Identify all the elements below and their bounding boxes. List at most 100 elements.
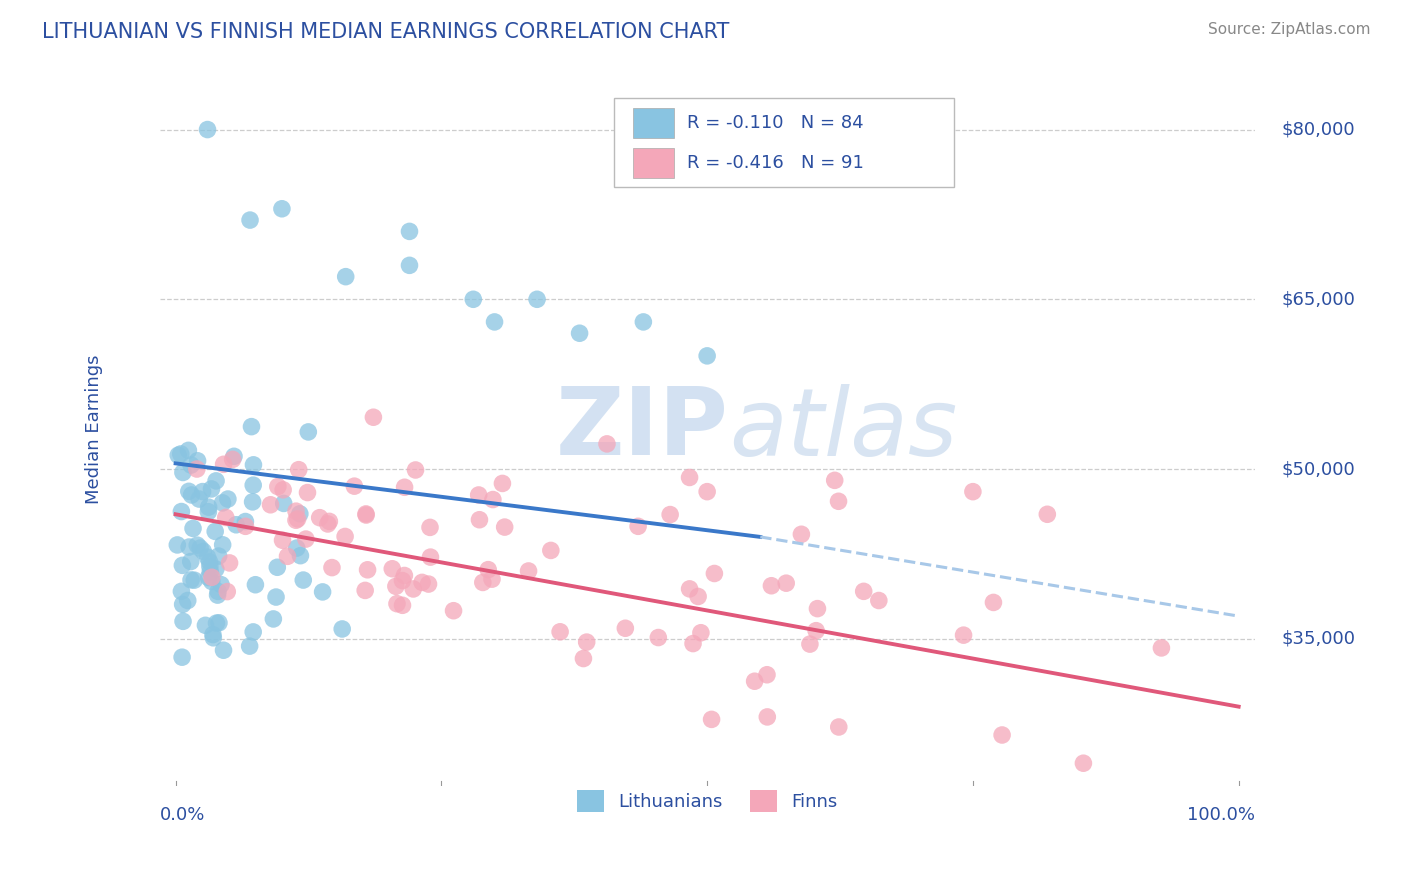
Point bbox=[477, 563, 499, 577]
Point bbox=[180, 458, 202, 472]
Point bbox=[756, 667, 779, 681]
Point bbox=[295, 532, 318, 546]
Point bbox=[267, 479, 290, 493]
Point bbox=[221, 452, 243, 467]
Point bbox=[179, 540, 201, 554]
Point bbox=[321, 560, 343, 574]
Point bbox=[242, 495, 264, 509]
Point bbox=[696, 349, 718, 363]
Point bbox=[212, 643, 235, 657]
Point bbox=[197, 500, 219, 515]
Point bbox=[240, 419, 263, 434]
Point bbox=[167, 448, 190, 462]
Point bbox=[208, 549, 231, 563]
Point bbox=[198, 555, 221, 569]
FancyBboxPatch shape bbox=[633, 148, 675, 178]
Point bbox=[467, 488, 489, 502]
Point bbox=[202, 631, 225, 645]
Point bbox=[207, 584, 229, 599]
Point bbox=[614, 621, 637, 635]
Text: 100.0%: 100.0% bbox=[1187, 806, 1254, 824]
Point bbox=[200, 565, 222, 579]
Point bbox=[659, 508, 682, 522]
Point bbox=[222, 450, 245, 464]
Point bbox=[363, 410, 385, 425]
Point bbox=[204, 524, 226, 539]
Text: Source: ZipAtlas.com: Source: ZipAtlas.com bbox=[1208, 22, 1371, 37]
Point bbox=[540, 543, 562, 558]
Point bbox=[180, 555, 202, 569]
Point bbox=[170, 447, 193, 461]
Point bbox=[297, 425, 319, 439]
Point bbox=[419, 550, 441, 565]
Point bbox=[568, 326, 591, 341]
Point bbox=[572, 651, 595, 665]
Text: $65,000: $65,000 bbox=[1282, 290, 1355, 309]
Point bbox=[276, 549, 298, 564]
Point bbox=[297, 485, 319, 500]
Point bbox=[239, 213, 262, 227]
Point bbox=[700, 712, 723, 726]
Text: $35,000: $35,000 bbox=[1282, 630, 1355, 648]
Point bbox=[215, 510, 238, 524]
Point bbox=[271, 202, 294, 216]
Point bbox=[188, 541, 211, 555]
Point bbox=[235, 519, 257, 533]
Point bbox=[804, 624, 827, 638]
Point bbox=[242, 458, 264, 472]
Point bbox=[394, 480, 416, 494]
Point bbox=[207, 588, 229, 602]
Point bbox=[264, 590, 287, 604]
Point bbox=[284, 513, 307, 527]
Point bbox=[775, 576, 797, 591]
Point bbox=[824, 473, 846, 487]
Point bbox=[391, 574, 413, 588]
Point bbox=[218, 556, 240, 570]
Point bbox=[575, 635, 598, 649]
FancyBboxPatch shape bbox=[633, 109, 675, 138]
Point bbox=[198, 559, 221, 574]
Point bbox=[191, 484, 214, 499]
Text: R = -0.416   N = 91: R = -0.416 N = 91 bbox=[688, 153, 865, 172]
Point bbox=[385, 579, 408, 593]
Point bbox=[690, 625, 713, 640]
Point bbox=[952, 628, 974, 642]
Point bbox=[194, 618, 217, 632]
Point bbox=[172, 615, 194, 629]
Point bbox=[1073, 756, 1095, 771]
Point bbox=[197, 550, 219, 565]
Point bbox=[287, 512, 309, 526]
Point bbox=[166, 538, 188, 552]
Point bbox=[548, 624, 571, 639]
Point bbox=[217, 491, 239, 506]
Point bbox=[481, 572, 503, 586]
Text: atlas: atlas bbox=[730, 384, 957, 475]
Point bbox=[201, 627, 224, 641]
Point bbox=[200, 482, 222, 496]
Point bbox=[491, 476, 513, 491]
Point bbox=[242, 624, 264, 639]
Point bbox=[790, 527, 813, 541]
Point bbox=[394, 568, 416, 582]
Point bbox=[211, 496, 233, 510]
Point bbox=[197, 571, 219, 585]
Point bbox=[468, 513, 491, 527]
Point bbox=[225, 517, 247, 532]
Point bbox=[209, 577, 232, 591]
Point bbox=[172, 466, 194, 480]
Point bbox=[292, 573, 315, 587]
Point bbox=[402, 582, 425, 596]
Point bbox=[526, 293, 548, 307]
Point bbox=[682, 636, 704, 650]
Point bbox=[806, 601, 828, 615]
Point bbox=[271, 533, 294, 548]
Point bbox=[205, 562, 228, 576]
Point bbox=[688, 590, 710, 604]
Point bbox=[852, 584, 875, 599]
Point bbox=[1150, 640, 1173, 655]
Point bbox=[239, 639, 262, 653]
Point bbox=[188, 492, 211, 507]
Point bbox=[193, 544, 215, 558]
Point bbox=[633, 315, 655, 329]
Point bbox=[201, 574, 224, 589]
